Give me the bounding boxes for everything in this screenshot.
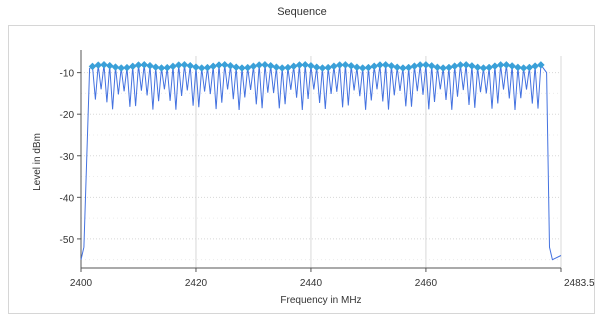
- grid: [80, 56, 562, 268]
- peak-marker: [376, 61, 384, 69]
- plot-area: -10 -20 -30 -40 -50 2400 2420 2440 2460 2483.5 Fre…: [32, 50, 595, 306]
- peak-marker: [347, 61, 356, 70]
- peak-marker: [134, 61, 143, 69]
- peak-marker: [111, 63, 120, 71]
- peak-marker: [439, 64, 448, 72]
- peak-marker: [410, 62, 419, 71]
- peak-marker: [353, 63, 361, 72]
- peak-marker: [318, 64, 327, 72]
- peak-marker: [272, 63, 281, 72]
- y-tick-label: -10: [60, 69, 75, 80]
- peak-marker: [255, 61, 264, 69]
- chart-frame: -10 -20 -30 -40 -50 2400 2420 2440 2460 2483.5 Fre…: [8, 25, 595, 314]
- peak-marker: [473, 63, 482, 72]
- peak-marker: [289, 62, 298, 71]
- peak-marker: [215, 61, 223, 69]
- peak-marker: [192, 63, 200, 72]
- y-tick-label: -20: [60, 110, 75, 121]
- peak-marker: [140, 60, 149, 69]
- y-tick-label: -30: [60, 152, 75, 163]
- peak-marker: [301, 60, 310, 69]
- x-tick-label: 2400: [70, 278, 93, 289]
- peak-marker: [261, 60, 269, 69]
- y-tick-label: -40: [60, 193, 75, 204]
- peak-marker: [295, 61, 304, 69]
- series-line: [80, 63, 562, 261]
- peak-marker: [330, 62, 338, 71]
- chart-title: Sequence: [277, 6, 327, 18]
- peak-marker: [157, 64, 166, 72]
- peak-marker: [232, 63, 241, 72]
- peak-marker: [496, 61, 505, 69]
- peak-marker: [519, 64, 528, 72]
- peak-marker: [203, 63, 212, 72]
- peak-marker: [123, 63, 131, 72]
- peak-marker: [416, 61, 425, 69]
- peak-marker: [445, 63, 453, 72]
- peak-marker: [238, 64, 246, 72]
- y-tick-label: -50: [60, 235, 75, 246]
- x-tick-label: 2420: [185, 278, 208, 289]
- peak-marker: [525, 63, 534, 72]
- peak-markers: [88, 60, 545, 72]
- peak-marker: [393, 63, 402, 72]
- x-tick-label: 2460: [415, 278, 438, 289]
- peak-marker: [537, 61, 545, 69]
- peak-marker: [174, 61, 183, 69]
- peak-marker: [209, 62, 218, 71]
- peak-marker: [456, 61, 465, 69]
- x-tick-label: 2483.5: [564, 278, 595, 289]
- peak-marker: [128, 62, 137, 71]
- peak-marker: [94, 61, 103, 69]
- peak-marker: [485, 63, 493, 72]
- peak-marker: [450, 62, 459, 70]
- peak-marker: [180, 60, 189, 69]
- peak-marker: [100, 60, 108, 69]
- peak-marker: [324, 63, 333, 72]
- peak-marker: [422, 60, 430, 69]
- peak-marker: [186, 61, 195, 70]
- peak-marker: [266, 61, 275, 70]
- peak-marker: [312, 63, 321, 72]
- peak-marker: [117, 64, 126, 72]
- peak-marker: [433, 63, 442, 72]
- x-axis-label: Frequency in MHz: [280, 295, 361, 306]
- peak-marker: [341, 60, 350, 69]
- peak-marker: [146, 61, 154, 70]
- peak-marker: [427, 62, 436, 70]
- peak-marker: [226, 61, 235, 70]
- peak-marker: [462, 60, 471, 69]
- peak-marker: [370, 62, 379, 71]
- peak-marker: [151, 63, 160, 72]
- peak-marker: [387, 62, 396, 70]
- peak-marker: [335, 61, 344, 69]
- peak-marker: [531, 62, 539, 70]
- peak-marker: [508, 62, 516, 70]
- peak-marker: [491, 62, 499, 70]
- peak-marker: [514, 63, 522, 72]
- peak-marker: [220, 60, 229, 69]
- peak-marker: [278, 64, 287, 72]
- peak-marker: [381, 60, 390, 69]
- axes: [77, 50, 562, 272]
- peak-marker: [307, 61, 315, 70]
- peak-marker: [358, 64, 367, 72]
- peak-marker: [169, 62, 177, 71]
- labels: -10 -20 -30 -40 -50 2400 2420 2440 2460 2483.5 Fre…: [32, 69, 595, 306]
- peak-marker: [364, 63, 373, 72]
- peak-marker: [502, 61, 511, 69]
- peak-marker: [163, 63, 172, 72]
- peak-marker: [468, 62, 476, 70]
- x-tick-label: 2440: [300, 278, 323, 289]
- peak-marker: [284, 63, 292, 72]
- peak-marker: [105, 61, 114, 70]
- peak-marker: [404, 63, 413, 72]
- peak-marker: [243, 63, 252, 72]
- peak-marker: [197, 64, 206, 72]
- peak-marker: [249, 62, 258, 71]
- peak-marker: [479, 64, 488, 72]
- y-axis-label: Level in dBm: [32, 133, 43, 191]
- peak-marker: [399, 64, 407, 72]
- series-layer: [80, 63, 562, 261]
